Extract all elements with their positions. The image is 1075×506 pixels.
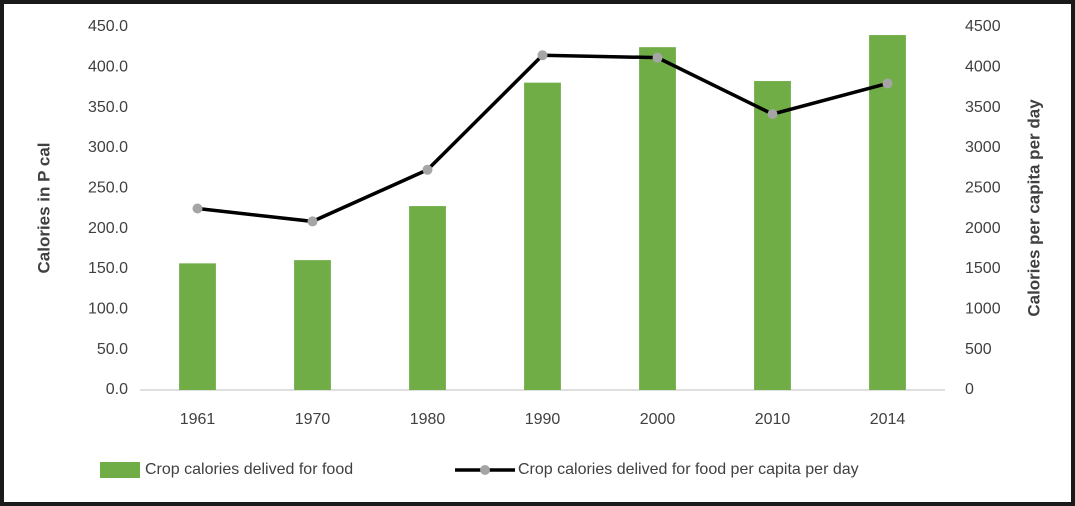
y2-tick-label: 3000 (965, 139, 1001, 156)
legend-swatch (100, 462, 140, 478)
x-tick-label: 1990 (525, 411, 561, 428)
y-tick-label: 100.0 (88, 301, 128, 318)
x-tick-label: 1980 (410, 411, 446, 428)
y2-tick-label: 1500 (965, 260, 1001, 277)
y-tick-label: 150.0 (88, 260, 128, 277)
x-tick-label: 2010 (755, 411, 791, 428)
y2-axis-title: Calories per capita per day (1024, 99, 1043, 317)
bar (409, 206, 446, 390)
y-axis-title: Calories in P cal (34, 142, 53, 273)
y2-tick-label: 1000 (965, 301, 1001, 318)
y2-tick-label: 500 (965, 341, 992, 358)
bar (869, 35, 906, 391)
y2-tick-label: 2000 (965, 220, 1001, 237)
y-tick-label: 200.0 (88, 220, 128, 237)
y-tick-label: 0.0 (106, 381, 128, 398)
y2-tick-label: 4000 (965, 59, 1001, 76)
marker (307, 216, 318, 227)
bar (179, 263, 216, 390)
bar (639, 47, 676, 391)
bar (754, 81, 791, 391)
marker (537, 50, 548, 61)
y2-tick-label: 0 (965, 381, 974, 398)
y-tick-label: 300.0 (88, 139, 128, 156)
bar (294, 260, 331, 390)
legend-label: Crop calories delived for food (145, 461, 353, 478)
x-tick-label: 2014 (870, 411, 906, 428)
legend-label: Crop calories delived for food per capit… (518, 461, 859, 478)
marker (767, 109, 778, 120)
marker (192, 203, 203, 214)
y-tick-label: 50.0 (97, 341, 128, 358)
marker (422, 164, 433, 175)
y-tick-label: 350.0 (88, 99, 128, 116)
y2-tick-label: 3500 (965, 99, 1001, 116)
x-tick-label: 2000 (640, 411, 676, 428)
marker (882, 78, 893, 89)
legend-marker (480, 465, 490, 475)
y2-tick-label: 2500 (965, 180, 1001, 197)
marker (652, 52, 663, 63)
y-tick-label: 450.0 (88, 18, 128, 35)
y-tick-label: 400.0 (88, 59, 128, 76)
x-tick-label: 1961 (180, 411, 216, 428)
y-tick-label: 250.0 (88, 180, 128, 197)
x-tick-label: 1970 (295, 411, 331, 428)
bar (524, 82, 561, 390)
y2-tick-label: 4500 (965, 18, 1001, 35)
